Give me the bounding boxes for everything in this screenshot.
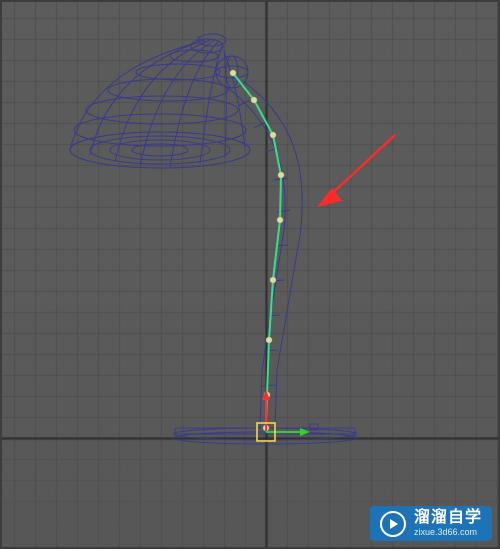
watermark-badge: 溜溜自学 zixue.3d66.com [370, 506, 492, 541]
3d-viewport[interactable]: 溜溜自学 zixue.3d66.com [0, 0, 500, 549]
grid-plane [0, 0, 500, 549]
watermark-sub: zixue.3d66.com [414, 528, 482, 537]
watermark-main: 溜溜自学 [414, 510, 482, 526]
play-icon [380, 511, 406, 537]
